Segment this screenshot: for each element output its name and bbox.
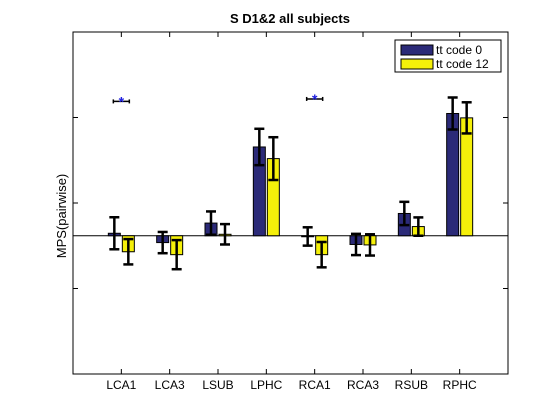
bar-rphc-s0 — [446, 112, 460, 237]
x-tick-label-lca1: LCA1 — [106, 378, 136, 392]
legend-entry-1: tt code 12 — [436, 57, 489, 71]
x-tick-label-rca3: RCA3 — [347, 378, 379, 392]
axes-frame — [72, 31, 509, 375]
x-tick-label-rsub: RSUB — [395, 378, 428, 392]
x-tick-label-lsub: LSUB — [202, 378, 233, 392]
plot-area: LCA1 LCA3 LSUB LPHC RCA1 RCA3 RSUB RPHC * * — [72, 31, 509, 392]
legend: tt code 0tt code 12 — [394, 39, 502, 73]
x-tick-label-lphc: LPHC — [250, 378, 282, 392]
legend-swatch — [400, 58, 434, 70]
x-tick-label-rphc: RPHC — [443, 378, 477, 392]
x-tick-label-rca1: RCA1 — [299, 378, 331, 392]
legend-swatch — [400, 44, 434, 56]
bar-rphc-s1 — [460, 117, 474, 237]
chart-title: S D1&2 all subjects — [230, 11, 350, 26]
x-tick-label-lca3: LCA3 — [155, 378, 185, 392]
significance-marker: * — [119, 93, 125, 109]
y-axis-label: MPS(pairwise) — [54, 174, 69, 259]
significance-marker: * — [312, 91, 318, 107]
legend-entry-0: tt code 0 — [436, 43, 482, 57]
